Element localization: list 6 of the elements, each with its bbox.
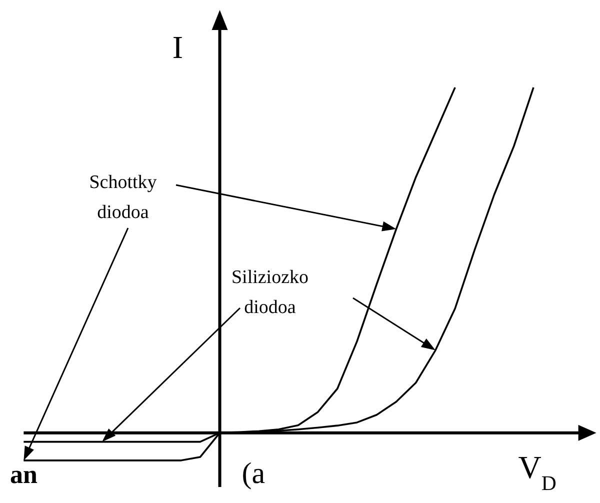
annotation: Siliziozko diodoa — [231, 267, 309, 318]
annotation: Schottky diodoa — [89, 172, 158, 223]
annotation: an — [10, 460, 38, 489]
annotation: (a — [242, 456, 266, 490]
x-axis-title: V$_{D}$ — [518, 448, 556, 494]
y-axis-title: I — [172, 29, 184, 65]
